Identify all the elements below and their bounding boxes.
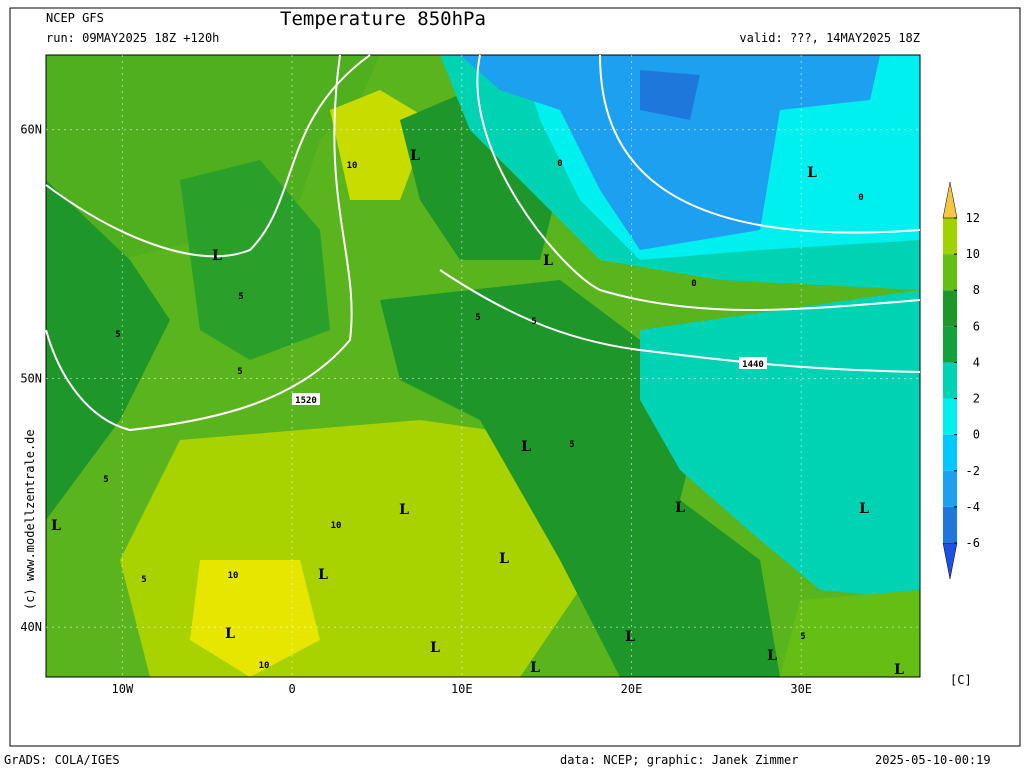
colorbar-label: -2 — [966, 464, 980, 478]
contour-label: 1440 — [742, 360, 764, 370]
map — [46, 55, 920, 677]
contour-label-bg — [739, 357, 767, 369]
contour-label: 0 — [691, 279, 696, 289]
low-marker: L — [543, 253, 553, 269]
colorbar-label: -6 — [966, 536, 980, 550]
isohypses — [45, 54, 921, 432]
colorbar-band — [943, 434, 957, 471]
low-marker: L — [894, 662, 904, 678]
colorbar-label: 10 — [966, 247, 980, 261]
low-marker: L — [767, 648, 777, 664]
colorbar-label: -4 — [966, 500, 980, 514]
lon-label: 10E — [451, 682, 473, 696]
lat-label: 40N — [20, 620, 42, 634]
contour-label: 5 — [238, 292, 243, 302]
footer-right: 2025-05-10-00:19 — [875, 753, 991, 767]
lat-label: 50N — [20, 371, 42, 385]
run: run: 09MAY2025 18Z +120h — [46, 31, 219, 45]
low-marker: L — [430, 640, 440, 656]
colorbar-label: 2 — [973, 392, 980, 406]
colorbar-band — [943, 362, 957, 399]
contour-label: 0 — [858, 193, 863, 203]
low-marker: L — [499, 551, 509, 567]
title: Temperature 850hPa — [280, 8, 486, 30]
contour-label: 10 — [228, 571, 239, 581]
frame — [9, 7, 1021, 747]
colorbar-band — [943, 254, 957, 291]
low-marker: L — [807, 165, 817, 181]
colorbar-band — [943, 398, 957, 435]
colorbar-label: 8 — [973, 283, 980, 297]
low-marker: L — [318, 567, 328, 583]
low-marker: L — [410, 148, 420, 164]
contour-label: 5 — [141, 575, 146, 585]
lon-label: 10W — [112, 682, 134, 696]
copyright: (c) www.modellzentrale.de — [23, 429, 37, 610]
lon-label: 30E — [790, 682, 812, 696]
contour-label: 10 — [331, 521, 342, 531]
low-marker: L — [212, 248, 222, 264]
colorbar-band — [943, 326, 957, 363]
colorbar-high-arrow — [942, 181, 958, 219]
colorbar-label: 12 — [966, 211, 980, 225]
colorbar-label: 0 — [973, 428, 980, 442]
lat-label: 60N — [20, 123, 42, 137]
contour-label: 5 — [115, 330, 120, 340]
contour-label: 5 — [569, 440, 574, 450]
contour-label: 0 — [557, 159, 562, 169]
contour-label: 1520 — [295, 396, 317, 406]
contour-label-bg — [292, 393, 320, 405]
model: NCEP GFS — [46, 11, 104, 25]
contour-label: 10 — [347, 161, 358, 171]
low-marker: L — [225, 626, 235, 642]
colorbar-label: 6 — [973, 319, 980, 333]
footer-left: GrADS: COLA/IGES — [4, 753, 120, 767]
lon-label: 20E — [621, 682, 643, 696]
low-marker: L — [51, 518, 61, 534]
contour-label: 5 — [531, 317, 536, 327]
low-marker: L — [530, 660, 540, 676]
contour-label: 5 — [800, 632, 805, 642]
contour-label: 5 — [475, 313, 480, 323]
colorbar-band — [943, 506, 957, 543]
map-border — [45, 54, 921, 678]
low-marker: L — [521, 439, 531, 455]
low-marker: L — [625, 629, 635, 645]
colorbar-low-arrow — [942, 542, 958, 580]
contour-label: 5 — [103, 475, 108, 485]
footer-center: data: NCEP; graphic: Janek Zimmer — [560, 753, 798, 767]
colorbar-band — [943, 218, 957, 255]
unit: [C] — [950, 673, 972, 687]
valid: valid: ???, 14MAY2025 18Z — [739, 31, 920, 45]
colorbar-band — [943, 470, 957, 507]
contour-label: 10 — [259, 661, 270, 671]
contour-label: 5 — [237, 367, 242, 377]
lon-label: 0 — [288, 682, 295, 696]
colorbar-label: 4 — [973, 355, 980, 369]
low-marker: L — [675, 500, 685, 516]
low-marker: L — [859, 501, 869, 517]
low-marker: L — [399, 502, 409, 518]
colorbar-band — [943, 290, 957, 327]
